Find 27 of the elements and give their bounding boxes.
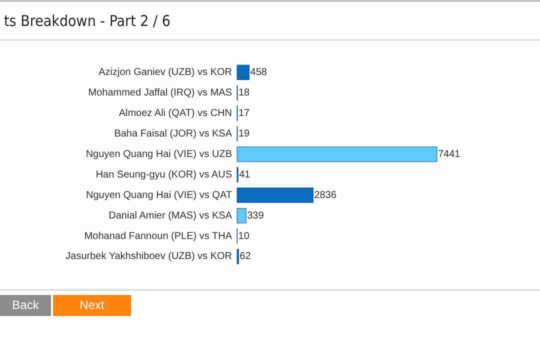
text: Next (80, 298, 105, 312)
bar (236, 188, 314, 203)
data-label: 41 (239, 169, 251, 180)
y-tick-label: Jasurbek Yakhshiboev (UZB) vs KOR (66, 251, 232, 262)
data-label: 7441 (438, 148, 461, 160)
data-label: 17 (238, 108, 250, 119)
y-tick-label: Almoez Ali (QAT) vs CHN (118, 108, 232, 119)
bar (236, 64, 250, 80)
data-label: 10 (238, 230, 250, 242)
data-label: 62 (240, 251, 252, 262)
bar (236, 146, 438, 162)
text: Back (12, 298, 40, 312)
y-tick-label: Mohammed Jaffal (IRQ) vs MAS (88, 88, 232, 99)
y-tick-label: Baha Faisal (JOR) vs KSA (114, 128, 232, 140)
y-tick-label: Nguyen Quang Hai (VIE) vs UZB (86, 148, 232, 160)
bar (236, 208, 246, 224)
data-label: 458 (250, 67, 268, 78)
y-tick-label: Nguyen Quang Hai (VIE) vs QAT (86, 190, 232, 201)
data-label: 18 (238, 88, 250, 99)
y-tick-label: Mohanad Fannoun (PLE) vs THA (84, 230, 232, 242)
y-tick-label: Han Seung-gyu (KOR) vs AUS (96, 169, 232, 180)
data-label: 2836 (314, 190, 337, 201)
data-label: 339 (247, 210, 264, 222)
y-tick-label: Azizjon Ganiev (UZB) vs KOR (98, 67, 232, 78)
text: ts Breakdown - Part 2 / 6 (4, 12, 170, 30)
data-label: 19 (238, 128, 250, 140)
y-tick-label: Danial Amier (MAS) vs KSA (108, 210, 232, 222)
